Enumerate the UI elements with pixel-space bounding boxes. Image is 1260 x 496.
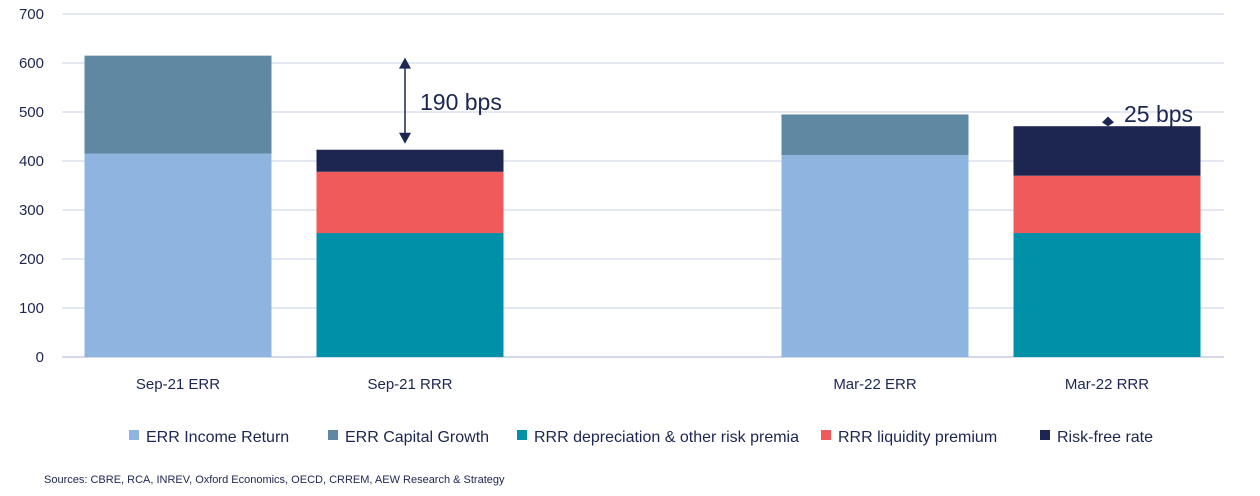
y-tick-label: 100 bbox=[19, 300, 44, 317]
bar-segment bbox=[781, 155, 969, 357]
y-tick-label: 200 bbox=[19, 251, 44, 268]
bar-segment bbox=[84, 153, 272, 357]
legend-label: Risk-free rate bbox=[1057, 429, 1153, 446]
bar-segment bbox=[1013, 233, 1201, 357]
difference-arrow-diamond bbox=[1102, 116, 1114, 127]
bar-segment bbox=[781, 114, 969, 156]
bar-segment bbox=[316, 149, 504, 172]
y-tick-label: 400 bbox=[19, 153, 44, 170]
legend: ERR Income Return ERR Capital Growth RRR d… bbox=[129, 429, 1153, 446]
legend-label: ERR Capital Growth bbox=[345, 429, 489, 446]
category-label: Sep-21 ERR bbox=[136, 376, 220, 393]
legend-swatch bbox=[328, 430, 338, 440]
y-tick-label: 500 bbox=[19, 104, 44, 121]
category-label: Mar-22 ERR bbox=[833, 376, 917, 393]
legend-swatch bbox=[129, 430, 139, 440]
legend-swatch bbox=[1040, 430, 1050, 440]
arrow-head-up bbox=[399, 57, 411, 69]
y-tick-label: 700 bbox=[19, 6, 44, 23]
y-tick-label: 0 bbox=[36, 349, 44, 366]
legend-swatch bbox=[821, 430, 831, 440]
y-tick-label: 300 bbox=[19, 202, 44, 219]
annotation-label: 190 bps bbox=[420, 89, 502, 115]
annotations: 190 bps 25 bps bbox=[399, 57, 1193, 144]
bars bbox=[84, 55, 1201, 357]
y-tick-label: 600 bbox=[19, 55, 44, 72]
annotation-label: 25 bps bbox=[1124, 101, 1193, 127]
bar-segment bbox=[84, 55, 272, 154]
legend-label: ERR Income Return bbox=[146, 429, 289, 446]
category-label: Mar-22 RRR bbox=[1065, 376, 1149, 393]
y-axis-tick-labels: 0 100 200 300 400 500 600 700 bbox=[19, 6, 44, 366]
legend-label: RRR depreciation & other risk premia bbox=[534, 429, 799, 446]
arrow-head-down bbox=[399, 132, 411, 144]
legend-swatch bbox=[517, 430, 527, 440]
bar-segment bbox=[1013, 126, 1201, 176]
source-note: Sources: CBRE, RCA, INREV, Oxford Econom… bbox=[44, 474, 505, 486]
bar-segment bbox=[316, 171, 504, 234]
bar-segment bbox=[316, 233, 504, 357]
bar-segment bbox=[1013, 175, 1201, 234]
x-axis-category-labels: Sep-21 ERR Sep-21 RRR Mar-22 ERR Mar-22 RRR bbox=[136, 376, 1149, 393]
category-label: Sep-21 RRR bbox=[367, 376, 452, 393]
legend-label: RRR liquidity premium bbox=[838, 429, 997, 446]
